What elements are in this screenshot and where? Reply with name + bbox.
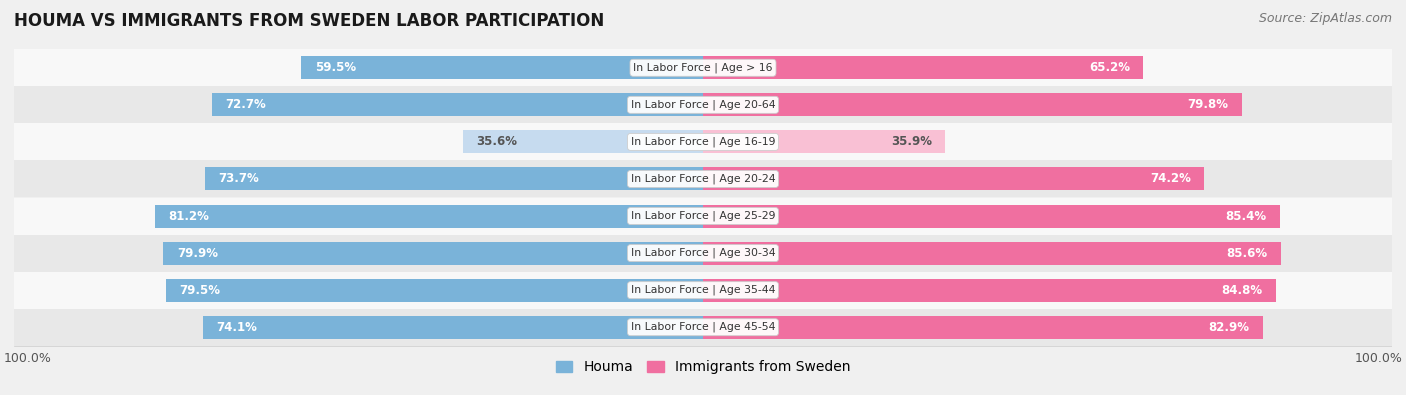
- Bar: [205, 167, 703, 190]
- Text: 81.2%: 81.2%: [169, 209, 209, 222]
- Bar: [703, 316, 1263, 339]
- Text: 79.5%: 79.5%: [180, 284, 221, 297]
- Bar: [14, 49, 1392, 87]
- Bar: [14, 87, 1392, 123]
- Text: 74.1%: 74.1%: [217, 321, 257, 334]
- Bar: [14, 123, 1392, 160]
- Text: In Labor Force | Age 20-64: In Labor Force | Age 20-64: [631, 100, 775, 110]
- Bar: [703, 56, 1143, 79]
- Bar: [163, 242, 703, 265]
- Bar: [301, 56, 703, 79]
- Text: 65.2%: 65.2%: [1088, 61, 1130, 74]
- Bar: [463, 130, 703, 153]
- Bar: [14, 308, 1392, 346]
- Text: 84.8%: 84.8%: [1222, 284, 1263, 297]
- Bar: [14, 198, 1392, 235]
- Bar: [14, 235, 1392, 272]
- Text: In Labor Force | Age 25-29: In Labor Force | Age 25-29: [631, 211, 775, 221]
- Text: 35.6%: 35.6%: [477, 135, 517, 149]
- Text: 73.7%: 73.7%: [219, 173, 260, 186]
- Text: 85.6%: 85.6%: [1226, 246, 1268, 260]
- Bar: [155, 205, 703, 228]
- Bar: [14, 160, 1392, 198]
- Text: 59.5%: 59.5%: [315, 61, 356, 74]
- Text: In Labor Force | Age 30-34: In Labor Force | Age 30-34: [631, 248, 775, 258]
- Text: In Labor Force | Age 45-54: In Labor Force | Age 45-54: [631, 322, 775, 333]
- Text: 79.8%: 79.8%: [1188, 98, 1229, 111]
- Text: 82.9%: 82.9%: [1208, 321, 1250, 334]
- Text: In Labor Force | Age > 16: In Labor Force | Age > 16: [633, 62, 773, 73]
- Bar: [212, 93, 703, 117]
- Text: 35.9%: 35.9%: [891, 135, 932, 149]
- Text: 85.4%: 85.4%: [1225, 209, 1267, 222]
- Legend: Houma, Immigrants from Sweden: Houma, Immigrants from Sweden: [550, 355, 856, 380]
- Bar: [166, 278, 703, 302]
- Text: 74.2%: 74.2%: [1150, 173, 1191, 186]
- Text: 79.9%: 79.9%: [177, 246, 218, 260]
- Text: 72.7%: 72.7%: [225, 98, 266, 111]
- Bar: [703, 205, 1279, 228]
- Text: Source: ZipAtlas.com: Source: ZipAtlas.com: [1258, 12, 1392, 25]
- Bar: [703, 278, 1275, 302]
- Bar: [703, 242, 1281, 265]
- Text: HOUMA VS IMMIGRANTS FROM SWEDEN LABOR PARTICIPATION: HOUMA VS IMMIGRANTS FROM SWEDEN LABOR PA…: [14, 12, 605, 30]
- Text: In Labor Force | Age 20-24: In Labor Force | Age 20-24: [631, 174, 775, 184]
- Bar: [703, 130, 945, 153]
- Bar: [703, 93, 1241, 117]
- Bar: [14, 272, 1392, 308]
- Bar: [703, 167, 1204, 190]
- Text: In Labor Force | Age 16-19: In Labor Force | Age 16-19: [631, 137, 775, 147]
- Text: In Labor Force | Age 35-44: In Labor Force | Age 35-44: [631, 285, 775, 295]
- Bar: [202, 316, 703, 339]
